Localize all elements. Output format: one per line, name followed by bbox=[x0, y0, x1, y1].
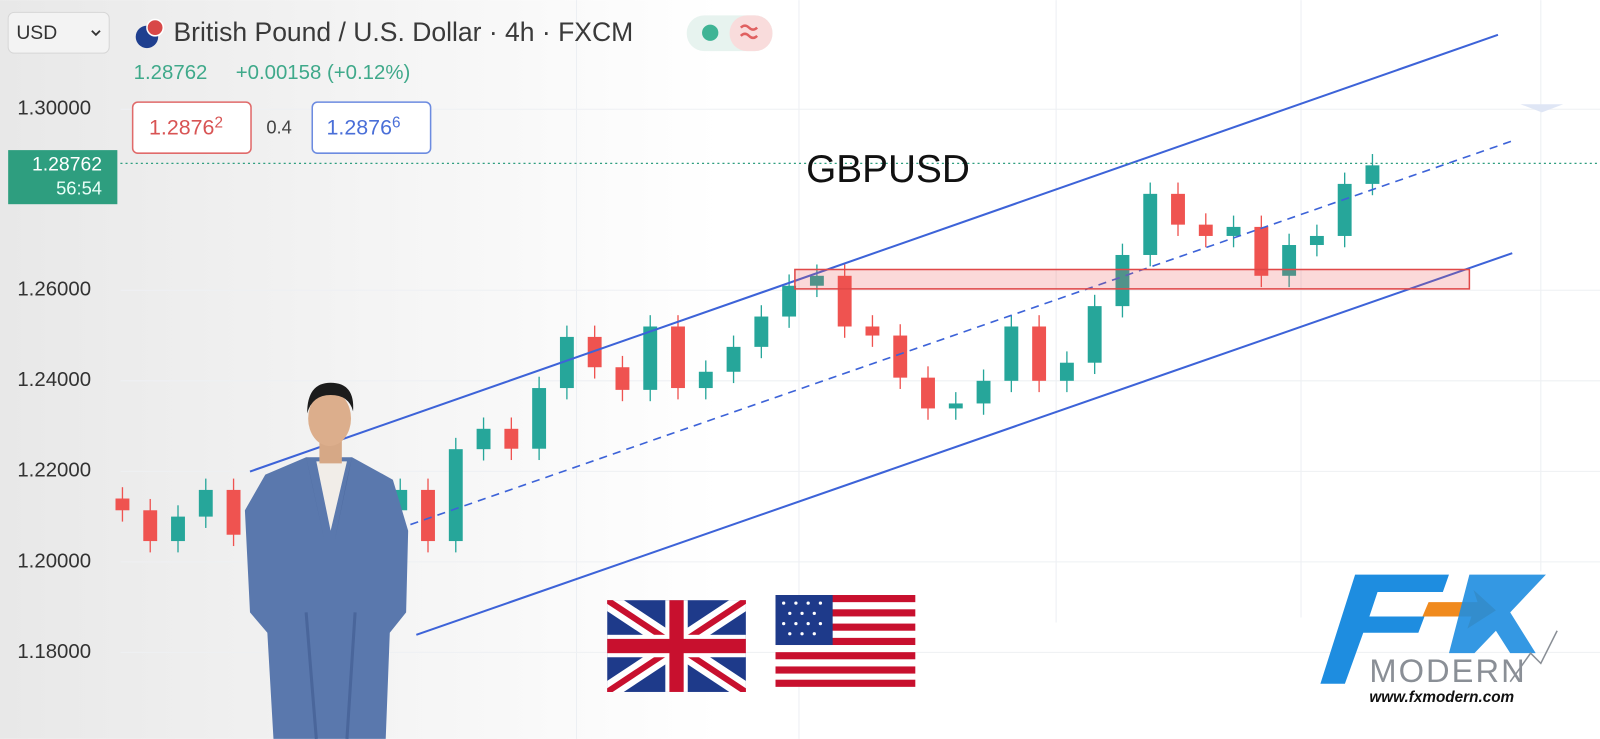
sell-price[interactable]: 1.28762 bbox=[149, 115, 223, 140]
buy-price[interactable]: 1.28766 bbox=[327, 115, 401, 140]
y-tick-label: 1.30000 bbox=[17, 98, 91, 120]
support-zone bbox=[794, 268, 1471, 290]
logo-name: MODERN bbox=[1369, 652, 1526, 689]
candle-body bbox=[1171, 193, 1185, 225]
channel-middle bbox=[275, 140, 1513, 573]
channel-upper bbox=[249, 33, 1499, 473]
candle-body bbox=[1337, 183, 1352, 236]
currency-select[interactable] bbox=[7, 11, 110, 54]
status-icon bbox=[739, 24, 759, 40]
logo-url: www.fxmodern.com bbox=[1369, 689, 1514, 706]
buy-price-pip[interactable]: 6 bbox=[392, 115, 401, 132]
candle-body bbox=[1226, 226, 1241, 236]
candle-body bbox=[948, 403, 963, 409]
candle-body bbox=[643, 326, 658, 390]
candles bbox=[115, 154, 1380, 594]
buy-price-main[interactable]: 1.2876 bbox=[327, 115, 392, 139]
annotation: GBPUSD bbox=[806, 148, 970, 191]
channel-lower bbox=[415, 252, 1513, 636]
price-tag bbox=[8, 150, 118, 205]
last-price: 1.28762 bbox=[134, 62, 208, 84]
candle-body bbox=[1087, 306, 1102, 363]
candle-body bbox=[1198, 224, 1213, 236]
status-pill bbox=[729, 15, 773, 52]
us-flag bbox=[775, 595, 916, 687]
candle-body bbox=[115, 498, 130, 511]
price-tag-value: 1.28762 bbox=[32, 154, 102, 176]
y-axis: 1.18000 1.20000 1.22000 1.24000 1.26000 1.300… bbox=[17, 98, 91, 663]
candle-body bbox=[1282, 245, 1297, 276]
sell-price-main[interactable]: 1.2876 bbox=[149, 115, 214, 139]
sell-button[interactable] bbox=[131, 101, 252, 154]
candle-body bbox=[698, 371, 713, 389]
dropdown-arrow bbox=[91, 30, 101, 37]
candle-body bbox=[587, 336, 602, 368]
person-photo bbox=[244, 382, 409, 739]
candle-body bbox=[1059, 362, 1074, 381]
candle-body bbox=[448, 449, 463, 542]
candle-body bbox=[1004, 326, 1019, 381]
candle-body bbox=[476, 428, 491, 450]
candle-body bbox=[226, 489, 241, 535]
scroll-marker bbox=[1520, 104, 1564, 113]
candle-body bbox=[143, 510, 158, 542]
candle-body bbox=[421, 489, 435, 542]
candle-body bbox=[809, 275, 824, 286]
candle-body bbox=[1032, 326, 1047, 381]
candle-body bbox=[198, 489, 213, 517]
candle-body bbox=[726, 346, 741, 372]
candle-body bbox=[504, 428, 519, 449]
candle-body bbox=[171, 516, 185, 542]
candle-body bbox=[532, 388, 547, 449]
symbol-title: British Pound / U.S. Dollar · 4h · FXCM bbox=[173, 17, 633, 47]
logo: FX MODERN www.fxmodern.com bbox=[1320, 574, 1558, 706]
candle-body bbox=[1254, 226, 1269, 276]
candle-body bbox=[1115, 254, 1130, 307]
candle-body bbox=[615, 367, 630, 390]
y-tick-label: 1.26000 bbox=[17, 279, 91, 301]
spread: 0.4 bbox=[266, 117, 292, 138]
price-change: +0.00158 (+0.12%) bbox=[236, 62, 411, 84]
candle-body bbox=[893, 335, 908, 378]
buy-button[interactable] bbox=[311, 101, 432, 154]
sell-price-pip[interactable]: 2 bbox=[214, 115, 223, 132]
candle-body bbox=[1309, 235, 1324, 246]
y-tick-label: 1.22000 bbox=[17, 460, 91, 482]
symbol-icon bbox=[146, 18, 165, 37]
candle-body bbox=[671, 326, 685, 389]
candle-body bbox=[1365, 165, 1380, 184]
candle-body bbox=[782, 285, 797, 317]
candle-body bbox=[559, 336, 574, 389]
candle-body bbox=[1143, 193, 1158, 255]
y-tick-label: 1.20000 bbox=[17, 550, 91, 572]
candle-body bbox=[865, 326, 880, 336]
bar-countdown: 56:54 bbox=[56, 178, 102, 199]
y-tick-label: 1.18000 bbox=[17, 641, 91, 663]
market-open-dot bbox=[702, 24, 719, 41]
uk-flag bbox=[607, 600, 746, 692]
candle-body bbox=[754, 316, 769, 347]
candle-body bbox=[921, 377, 935, 409]
candle-body bbox=[976, 380, 991, 404]
currency[interactable]: USD bbox=[16, 22, 57, 44]
y-tick-label: 1.24000 bbox=[17, 369, 91, 391]
